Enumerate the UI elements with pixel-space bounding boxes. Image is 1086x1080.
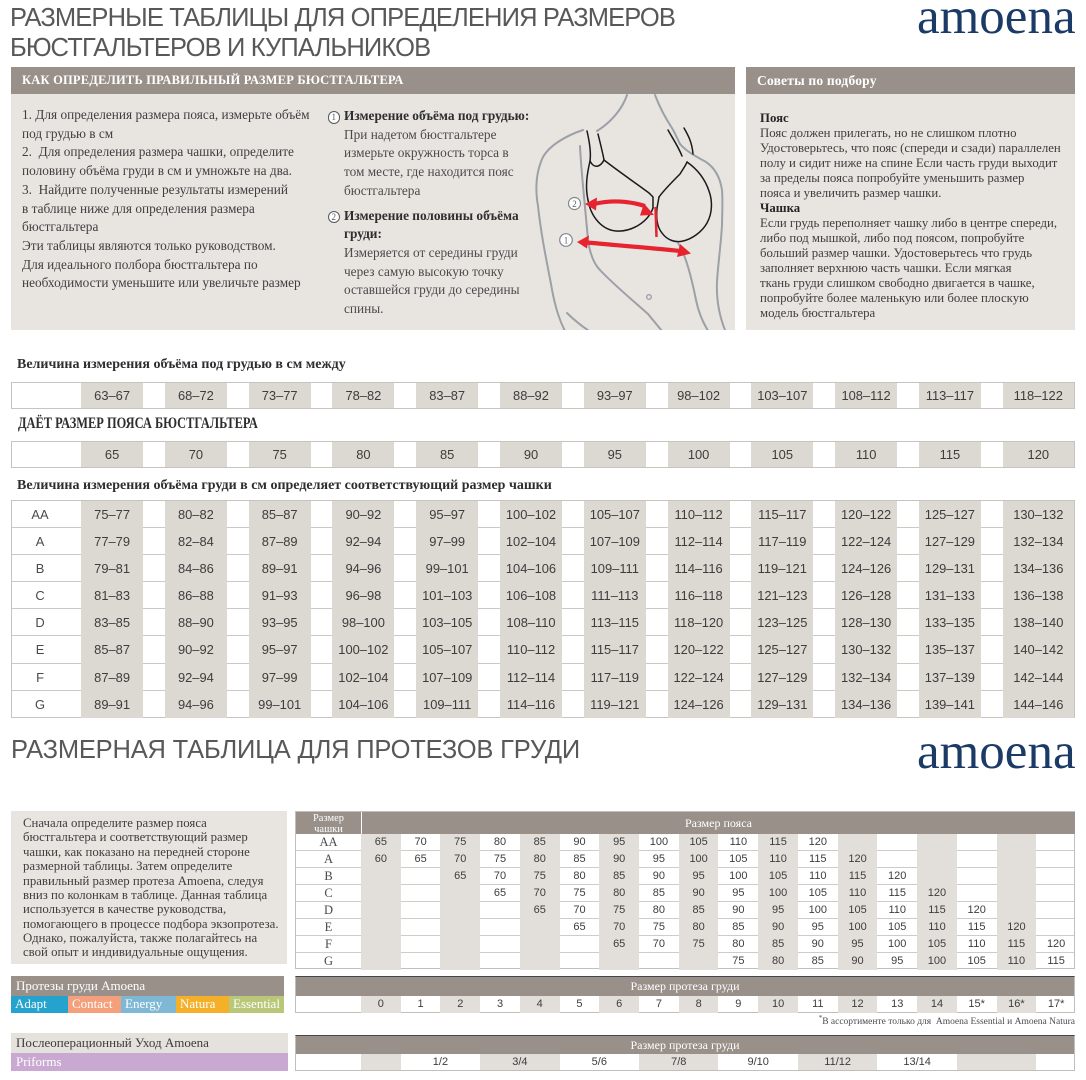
svg-text:1: 1 — [564, 236, 569, 246]
svg-text:2: 2 — [572, 199, 577, 209]
